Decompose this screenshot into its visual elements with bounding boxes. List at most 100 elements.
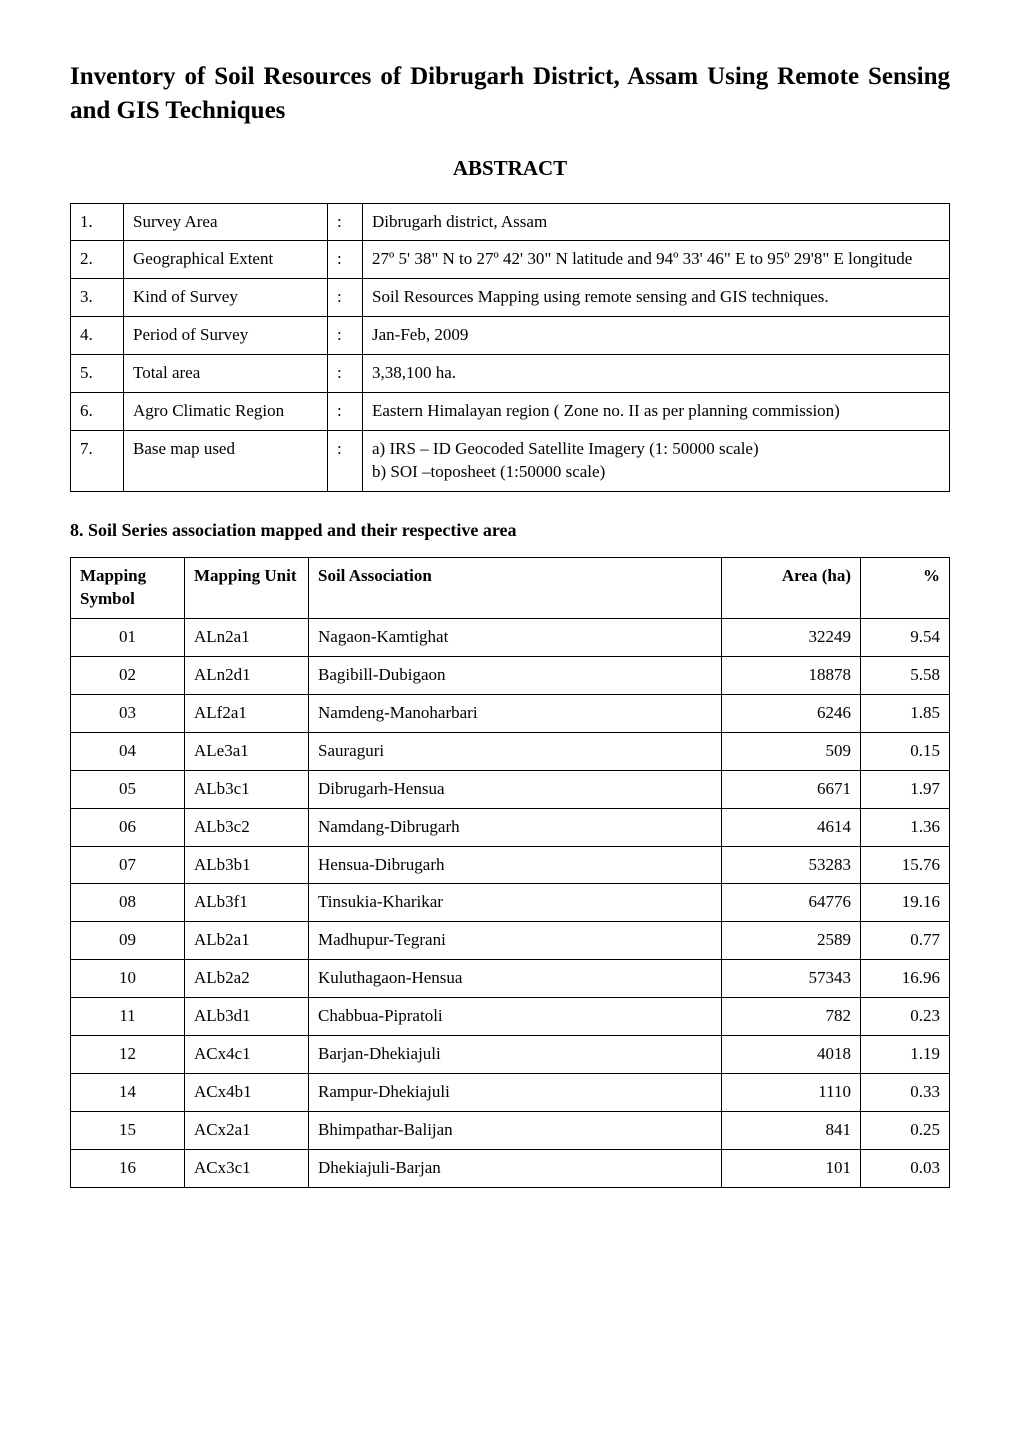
abstract-row-value: Soil Resources Mapping using remote sens…: [363, 279, 950, 317]
series-td-area: 57343: [722, 960, 861, 998]
series-td-unit: ACx4b1: [185, 1074, 309, 1112]
series-td-unit: ALb2a1: [185, 922, 309, 960]
series-th-mapping-symbol: Mapping Symbol: [71, 558, 185, 619]
abstract-row: 5.Total area:3,38,100 ha.: [71, 355, 950, 393]
abstract-row-num: 6.: [71, 393, 124, 431]
series-td-symbol: 03: [71, 694, 185, 732]
series-th-mapping-unit: Mapping Unit: [185, 558, 309, 619]
abstract-row-colon: :: [328, 317, 363, 355]
series-td-unit: ALb3d1: [185, 998, 309, 1036]
series-row: 10ALb2a2Kuluthagaon-Hensua5734316.96: [71, 960, 950, 998]
abstract-row-label: Agro Climatic Region: [124, 393, 328, 431]
series-td-symbol: 10: [71, 960, 185, 998]
abstract-row-label: Survey Area: [124, 203, 328, 241]
series-td-assoc: Hensua-Dibrugarh: [309, 846, 722, 884]
series-row: 06ALb3c2Namdang-Dibrugarh46141.36: [71, 808, 950, 846]
series-td-assoc: Chabbua-Pipratoli: [309, 998, 722, 1036]
abstract-row-colon: :: [328, 203, 363, 241]
series-td-symbol: 14: [71, 1074, 185, 1112]
abstract-row-colon: :: [328, 393, 363, 431]
abstract-row-value: a) IRS – ID Geocoded Satellite Imagery (…: [363, 431, 950, 492]
series-td-area: 509: [722, 732, 861, 770]
series-row: 11ALb3d1Chabbua-Pipratoli7820.23: [71, 998, 950, 1036]
abstract-row: 6.Agro Climatic Region:Eastern Himalayan…: [71, 393, 950, 431]
abstract-row: 2.Geographical Extent:27º 5' 38" N to 27…: [71, 241, 950, 279]
series-td-assoc: Dibrugarh-Hensua: [309, 770, 722, 808]
series-td-pct: 0.15: [861, 732, 950, 770]
series-td-assoc: Barjan-Dhekiajuli: [309, 1036, 722, 1074]
abstract-row-label: Base map used: [124, 431, 328, 492]
series-td-pct: 0.23: [861, 998, 950, 1036]
series-td-unit: ALb3b1: [185, 846, 309, 884]
series-td-pct: 0.33: [861, 1074, 950, 1112]
series-td-assoc: Nagaon-Kamtighat: [309, 618, 722, 656]
page-title: Inventory of Soil Resources of Dibrugarh…: [70, 60, 950, 128]
series-td-assoc: Sauraguri: [309, 732, 722, 770]
series-td-area: 841: [722, 1112, 861, 1150]
series-td-area: 32249: [722, 618, 861, 656]
series-th-pct: %: [861, 558, 950, 619]
series-td-area: 6671: [722, 770, 861, 808]
abstract-row: 7.Base map used:a) IRS – ID Geocoded Sat…: [71, 431, 950, 492]
series-td-area: 1110: [722, 1074, 861, 1112]
series-row: 12ACx4c1Barjan-Dhekiajuli40181.19: [71, 1036, 950, 1074]
series-td-assoc: Madhupur-Tegrani: [309, 922, 722, 960]
abstract-row-num: 5.: [71, 355, 124, 393]
series-td-pct: 0.03: [861, 1150, 950, 1188]
abstract-row-label: Total area: [124, 355, 328, 393]
series-td-area: 18878: [722, 656, 861, 694]
series-td-area: 4018: [722, 1036, 861, 1074]
series-td-assoc: Kuluthagaon-Hensua: [309, 960, 722, 998]
series-th-area: Area (ha): [722, 558, 861, 619]
series-td-symbol: 05: [71, 770, 185, 808]
series-td-unit: ALf2a1: [185, 694, 309, 732]
series-row: 04ALe3a1Sauraguri5090.15: [71, 732, 950, 770]
series-td-pct: 1.85: [861, 694, 950, 732]
series-td-pct: 1.36: [861, 808, 950, 846]
series-row: 08ALb3f1Tinsukia-Kharikar6477619.16: [71, 884, 950, 922]
abstract-row-num: 1.: [71, 203, 124, 241]
series-td-symbol: 07: [71, 846, 185, 884]
series-row: 14ACx4b1Rampur-Dhekiajuli11100.33: [71, 1074, 950, 1112]
series-td-pct: 1.97: [861, 770, 950, 808]
series-row: 02ALn2d1Bagibill-Dubigaon188785.58: [71, 656, 950, 694]
abstract-row-value: Jan-Feb, 2009: [363, 317, 950, 355]
series-td-symbol: 06: [71, 808, 185, 846]
series-td-area: 53283: [722, 846, 861, 884]
series-td-symbol: 16: [71, 1150, 185, 1188]
series-td-area: 64776: [722, 884, 861, 922]
series-table-header-row: Mapping Symbol Mapping Unit Soil Associa…: [71, 558, 950, 619]
series-td-assoc: Dhekiajuli-Barjan: [309, 1150, 722, 1188]
series-td-unit: ALb3c1: [185, 770, 309, 808]
series-td-unit: ACx3c1: [185, 1150, 309, 1188]
abstract-row-colon: :: [328, 355, 363, 393]
series-td-area: 2589: [722, 922, 861, 960]
series-td-symbol: 12: [71, 1036, 185, 1074]
series-row: 05ALb3c1Dibrugarh-Hensua66711.97: [71, 770, 950, 808]
series-row: 07ALb3b1Hensua-Dibrugarh5328315.76: [71, 846, 950, 884]
series-td-assoc: Bagibill-Dubigaon: [309, 656, 722, 694]
series-td-symbol: 01: [71, 618, 185, 656]
series-td-area: 782: [722, 998, 861, 1036]
series-td-symbol: 09: [71, 922, 185, 960]
abstract-row-label: Kind of Survey: [124, 279, 328, 317]
series-td-assoc: Tinsukia-Kharikar: [309, 884, 722, 922]
series-row: 09ALb2a1Madhupur-Tegrani25890.77: [71, 922, 950, 960]
abstract-row: 3.Kind of Survey:Soil Resources Mapping …: [71, 279, 950, 317]
abstract-row: 4.Period of Survey:Jan-Feb, 2009: [71, 317, 950, 355]
series-td-symbol: 08: [71, 884, 185, 922]
series-td-unit: ALb3c2: [185, 808, 309, 846]
abstract-row-label: Period of Survey: [124, 317, 328, 355]
series-td-unit: ACx2a1: [185, 1112, 309, 1150]
abstract-row-value: Dibrugarh district, Assam: [363, 203, 950, 241]
series-td-unit: ALb3f1: [185, 884, 309, 922]
series-td-pct: 5.58: [861, 656, 950, 694]
series-td-area: 101: [722, 1150, 861, 1188]
abstract-row-colon: :: [328, 279, 363, 317]
series-td-unit: ALn2d1: [185, 656, 309, 694]
series-row: 16ACx3c1Dhekiajuli-Barjan1010.03: [71, 1150, 950, 1188]
abstract-row-value: Eastern Himalayan region ( Zone no. II a…: [363, 393, 950, 431]
series-row: 03ALf2a1Namdeng-Manoharbari62461.85: [71, 694, 950, 732]
series-td-pct: 19.16: [861, 884, 950, 922]
series-td-assoc: Bhimpathar-Balijan: [309, 1112, 722, 1150]
